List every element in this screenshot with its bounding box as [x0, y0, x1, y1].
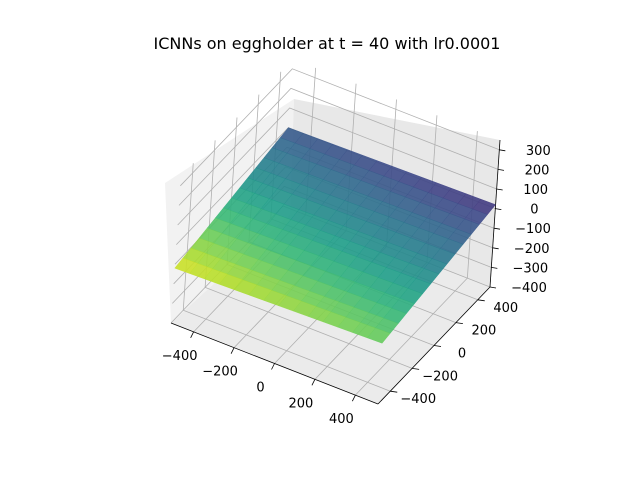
z-tick-mark [489, 286, 497, 289]
z-tick-mark [499, 149, 506, 152]
y-tick-mark [433, 345, 442, 347]
x-tick-mark [311, 379, 316, 386]
y-tick-mark [455, 322, 463, 325]
z-tick-label: −200 [514, 242, 550, 257]
z-tick-label: 100 [523, 183, 548, 198]
surface [174, 127, 496, 344]
z-gridline [178, 87, 499, 206]
y-tick-mark [390, 390, 398, 393]
z-tick-label: 300 [526, 144, 551, 159]
z-tick-mark [497, 169, 505, 171]
y-tick-label: 200 [471, 324, 496, 339]
surface-facet [366, 327, 391, 344]
z-tick-label: −100 [515, 222, 551, 237]
z-tick-label: −400 [511, 281, 547, 296]
y-tick-label: 0 [458, 347, 466, 362]
x-tick-mark [190, 331, 194, 339]
z-tick-label: 0 [530, 203, 538, 218]
chart-title: ICNNs on eggholder at t = 40 with lr0.00… [154, 34, 501, 53]
x-tick-label: 0 [256, 381, 264, 396]
z-gridline [180, 68, 500, 187]
z-tick-label: −300 [512, 261, 548, 276]
z-tick-mark [491, 267, 498, 269]
x-tick-mark [271, 363, 275, 370]
y-tick-label: −200 [422, 369, 458, 384]
x-tick-label: 200 [289, 396, 314, 411]
x-tick-label: −400 [162, 349, 198, 364]
tick-marks [190, 149, 506, 402]
y-tick-mark [412, 367, 420, 370]
y-tick-mark [477, 299, 485, 302]
y-tick-label: −400 [400, 392, 436, 407]
z-tick-mark [492, 247, 499, 250]
x-tick-label: 400 [329, 412, 354, 427]
x-tick-mark [352, 394, 356, 402]
z-tick-mark [496, 188, 503, 191]
z-gridline [177, 107, 497, 226]
x-tick-mark [230, 347, 235, 354]
z-axis-line [489, 139, 501, 288]
tick-labels: −400−2000200400−400−2000200400−400−300−2… [162, 144, 551, 427]
x-tick-label: −200 [202, 365, 238, 380]
z-tick-mark [493, 227, 501, 230]
z-tick-label: 200 [525, 163, 550, 178]
z-tick-mark [495, 208, 502, 210]
y-tick-label: 400 [493, 301, 518, 316]
